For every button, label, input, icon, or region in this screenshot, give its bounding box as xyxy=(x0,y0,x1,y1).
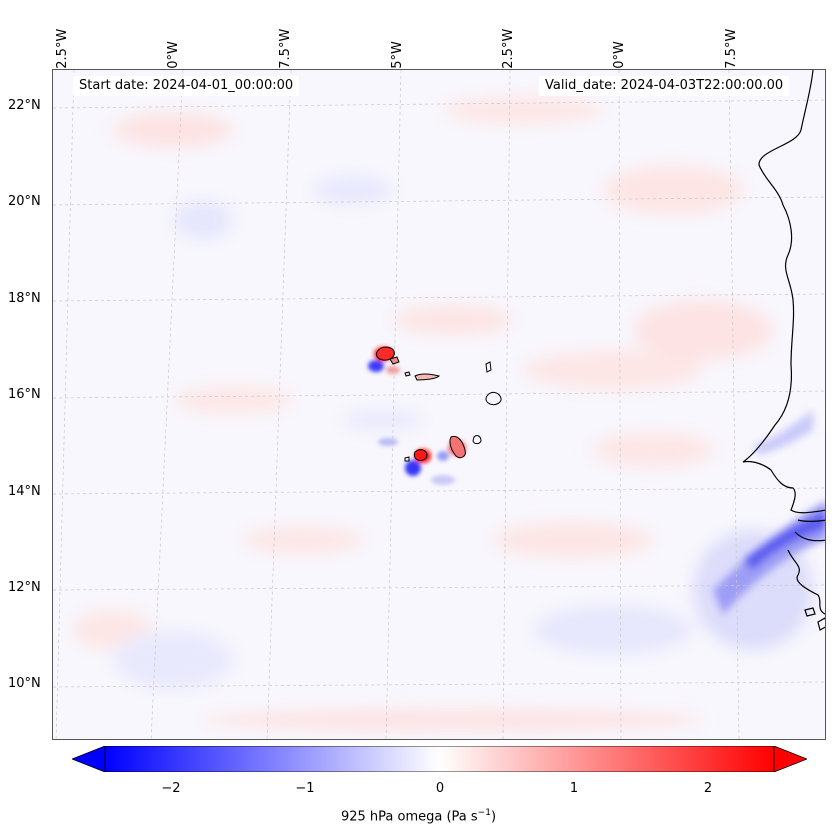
gambia-coast xyxy=(794,519,825,542)
colorbar xyxy=(72,746,807,772)
island-sal xyxy=(485,361,492,373)
colorbar-extend-min xyxy=(72,746,106,772)
valid-date-label: Valid_date: 2024-04-03T22:00:00.00 xyxy=(539,76,790,96)
colorbar-label-main: 925 hPa omega (Pa s xyxy=(340,809,478,825)
island-sao-vicente xyxy=(389,356,400,365)
colorbar-extend-max xyxy=(773,746,807,772)
island-sao-nicolau xyxy=(414,373,440,381)
coastal-updraft-band xyxy=(713,410,825,615)
lat-label-10n: 10°N xyxy=(8,676,41,691)
island-fogo xyxy=(413,449,428,461)
island-boa-vista xyxy=(485,391,502,406)
guinea-bissau-coast xyxy=(787,549,825,615)
coastlines xyxy=(742,70,825,631)
omega-field-map xyxy=(53,70,825,739)
map-panel xyxy=(52,69,826,740)
colorbar-tick-1: 1 xyxy=(569,781,579,796)
west-africa-coast xyxy=(742,70,825,514)
lat-label-16n: 16°N xyxy=(8,387,41,402)
start-date-label: Start date: 2024-04-01_00:00:00 xyxy=(73,76,300,96)
island-maio xyxy=(472,435,482,445)
lat-label-12n: 12°N xyxy=(8,580,41,595)
colorbar-tick-neg1: −1 xyxy=(295,781,315,796)
island-santa-luzia xyxy=(404,371,411,377)
lat-label-14n: 14°N xyxy=(8,484,41,499)
colorbar-tick-2: 2 xyxy=(703,781,713,796)
island-brava xyxy=(404,456,410,462)
cape-verde-islands xyxy=(375,346,502,462)
colorbar-label-superscript: −1 xyxy=(477,808,491,818)
colorbar-tick-0: 0 xyxy=(435,781,445,796)
colorbar-label: 925 hPa omega (Pa s−1) xyxy=(0,808,837,824)
colorbar-tick-neg2: −2 xyxy=(161,781,181,796)
lat-label-18n: 18°N xyxy=(8,291,41,306)
lat-label-22n: 22°N xyxy=(8,98,41,113)
island-santiago xyxy=(449,435,466,459)
colorbar-gradient xyxy=(104,746,775,772)
guinea-islands xyxy=(804,607,825,631)
lat-label-20n: 20°N xyxy=(8,194,41,209)
colorbar-label-end: ) xyxy=(490,809,497,825)
graticule xyxy=(53,70,825,739)
